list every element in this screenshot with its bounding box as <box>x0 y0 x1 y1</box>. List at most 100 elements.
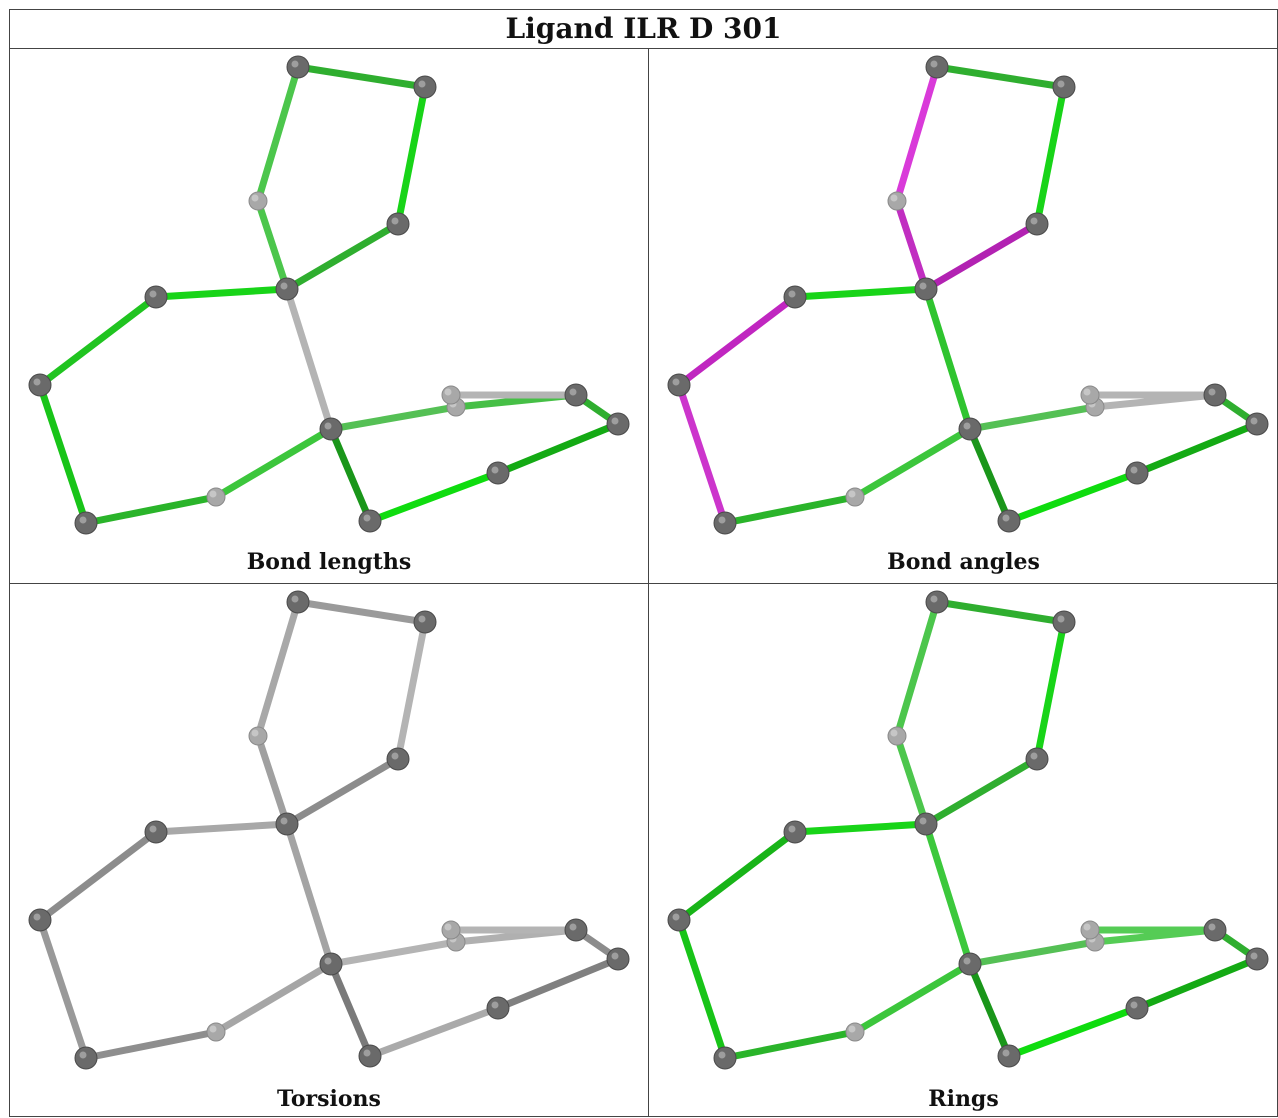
atom <box>887 191 907 211</box>
atom <box>845 487 865 507</box>
bond <box>893 197 930 293</box>
atom <box>413 610 437 634</box>
bond <box>1133 955 1261 1012</box>
atom-highlight <box>930 60 938 68</box>
bond <box>922 755 1041 828</box>
bond <box>212 960 335 1036</box>
atom <box>486 996 510 1020</box>
atom-highlight <box>1208 923 1216 931</box>
atom <box>1245 947 1269 971</box>
atom <box>319 952 343 976</box>
bond <box>82 493 220 527</box>
bond <box>254 598 302 740</box>
bond <box>152 285 291 301</box>
atom <box>144 820 168 844</box>
atom-highlight <box>391 217 399 225</box>
row-divider <box>9 583 1278 584</box>
bond <box>283 220 402 293</box>
bond <box>366 1004 502 1060</box>
title-divider <box>9 48 1278 49</box>
atom <box>275 812 299 836</box>
molecule-bond-lengths <box>28 55 630 535</box>
atom <box>275 277 299 301</box>
bond <box>933 63 1068 91</box>
bond <box>922 820 974 968</box>
atom <box>667 373 691 397</box>
atom-highlight <box>491 466 499 474</box>
atom-highlight <box>418 615 426 623</box>
atom-highlight <box>280 282 288 290</box>
atom <box>564 383 588 407</box>
atom-highlight <box>444 388 452 396</box>
atom-highlight <box>149 825 157 833</box>
panel-caption: Bond lengths <box>246 549 412 575</box>
atom-highlight <box>363 514 371 522</box>
atom <box>1025 212 1049 236</box>
atom-highlight <box>209 1025 217 1033</box>
atom <box>914 277 938 301</box>
bond <box>36 381 90 527</box>
column-divider <box>648 48 649 1117</box>
atom-highlight <box>363 1049 371 1057</box>
atom-highlight <box>1208 388 1216 396</box>
panel-torsions: Torsions <box>10 584 648 1117</box>
atom <box>606 947 630 971</box>
panel-bond-lengths: Bond lengths <box>10 49 648 583</box>
bond <box>966 425 1013 525</box>
atom <box>1245 412 1269 436</box>
atom <box>1025 747 1049 771</box>
bond <box>82 1028 220 1062</box>
panel-caption: Torsions <box>277 1086 381 1112</box>
atom-highlight <box>1250 952 1258 960</box>
atom <box>248 191 268 211</box>
bond <box>966 960 1013 1060</box>
atom-highlight <box>324 957 332 965</box>
bond <box>327 960 374 1060</box>
bond <box>893 63 941 205</box>
atom-highlight <box>79 1051 87 1059</box>
atom-highlight <box>848 1025 856 1033</box>
bond <box>294 598 429 626</box>
bond <box>721 1028 859 1062</box>
atom <box>713 511 737 535</box>
bond <box>394 618 429 763</box>
atom-highlight <box>963 957 971 965</box>
bond <box>675 828 799 924</box>
bond <box>366 469 502 525</box>
atom-highlight <box>1057 615 1065 623</box>
bond <box>1005 1004 1141 1060</box>
atom-highlight <box>1130 1001 1138 1009</box>
atom <box>319 417 343 441</box>
bond <box>327 403 460 433</box>
panel-rings: Rings <box>649 584 1278 1117</box>
atom-highlight <box>280 817 288 825</box>
atom <box>713 1046 737 1070</box>
atom-highlight <box>324 422 332 430</box>
bond <box>36 828 160 924</box>
bond <box>394 83 429 228</box>
atom <box>28 373 52 397</box>
atom-highlight <box>930 595 938 603</box>
atom <box>286 590 310 614</box>
atom-highlight <box>890 729 898 737</box>
atom-highlight <box>611 417 619 425</box>
bond <box>1033 618 1068 763</box>
atom <box>914 812 938 836</box>
bond <box>922 220 1041 293</box>
atom-highlight <box>919 282 927 290</box>
atom-highlight <box>890 194 898 202</box>
bond <box>893 732 930 828</box>
atom <box>386 212 410 236</box>
molecule-rings <box>667 590 1269 1070</box>
atom <box>206 1022 226 1042</box>
atom-highlight <box>672 913 680 921</box>
atom-highlight <box>1083 923 1091 931</box>
atom-highlight <box>1083 388 1091 396</box>
bond <box>966 938 1099 968</box>
atom <box>1203 918 1227 942</box>
bond <box>851 960 974 1036</box>
atom-highlight <box>444 923 452 931</box>
atom <box>28 908 52 932</box>
atom <box>358 1044 382 1068</box>
atom <box>783 285 807 309</box>
